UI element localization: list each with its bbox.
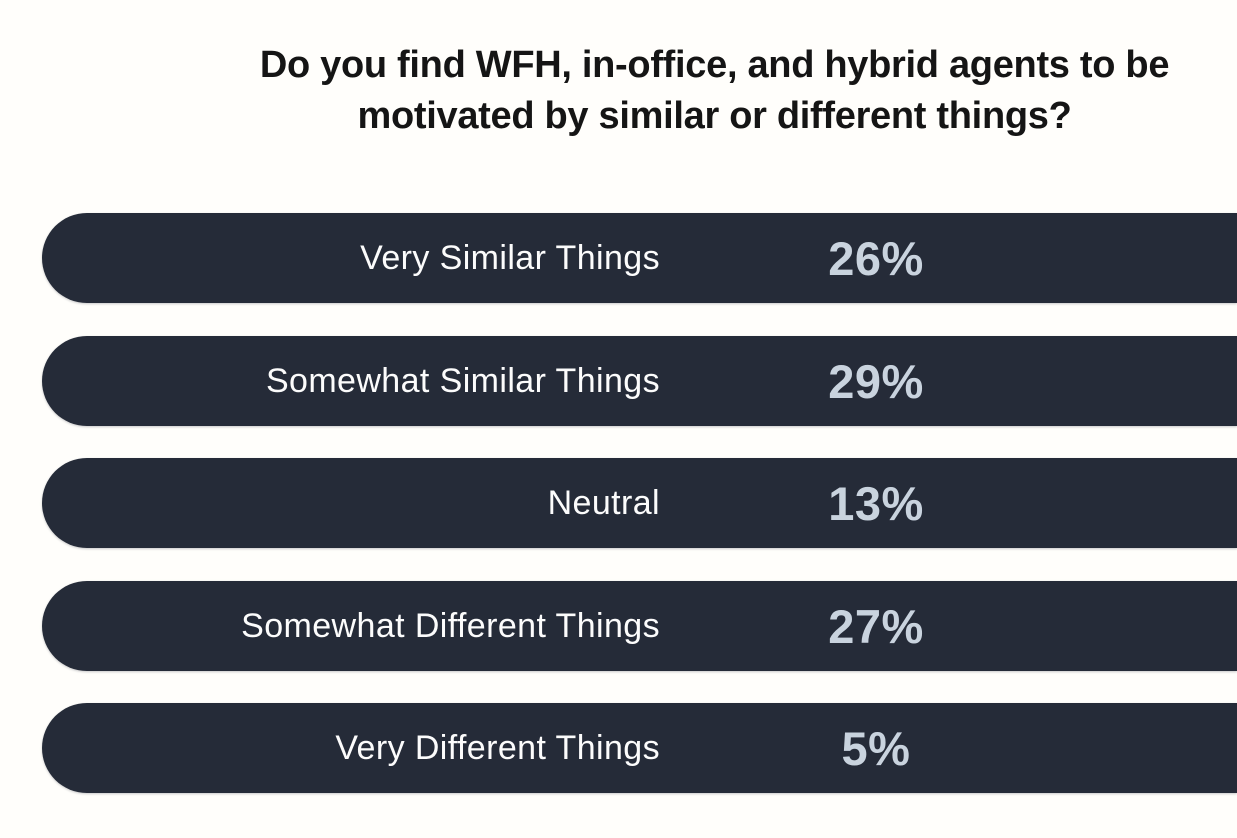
bar-value: 26% bbox=[828, 231, 924, 285]
bar-value: 29% bbox=[828, 354, 924, 408]
bar-row-very-different: Very Different Things 5% bbox=[42, 703, 1237, 793]
chart-title-line2: motivated by similar or different things… bbox=[357, 95, 1072, 137]
bar-row-very-similar: Very Similar Things 26% bbox=[42, 213, 1237, 303]
bar-row-somewhat-different: Somewhat Different Things 27% bbox=[42, 581, 1237, 671]
bar-label: Somewhat Different Things bbox=[241, 606, 660, 645]
bar-value: 5% bbox=[841, 721, 911, 775]
bar-row-somewhat-similar: Somewhat Similar Things 29% bbox=[42, 336, 1237, 426]
bar-label: Very Similar Things bbox=[360, 238, 660, 277]
chart-title: Do you find WFH, in-office, and hybrid a… bbox=[192, 40, 1237, 142]
bar-label: Neutral bbox=[547, 483, 660, 522]
bar-label: Very Different Things bbox=[335, 728, 660, 767]
bar-value: 27% bbox=[828, 599, 924, 653]
bar-value: 13% bbox=[828, 476, 924, 530]
bar-label: Somewhat Similar Things bbox=[265, 361, 660, 400]
chart-title-line1: Do you find WFH, in-office, and hybrid a… bbox=[259, 44, 1170, 86]
bar-row-neutral: Neutral 13% bbox=[42, 458, 1237, 548]
